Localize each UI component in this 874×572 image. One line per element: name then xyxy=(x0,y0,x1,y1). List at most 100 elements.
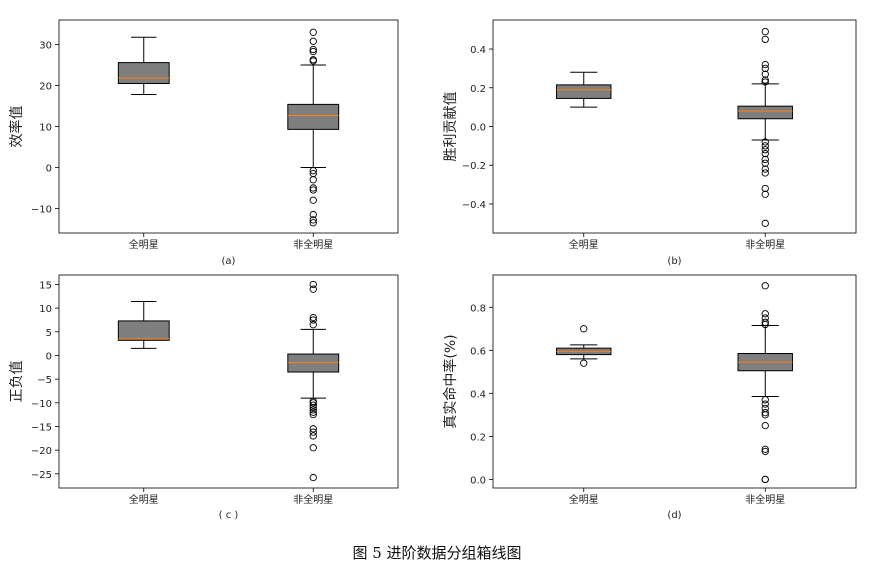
outlier-point xyxy=(309,210,317,219)
outlier-point xyxy=(309,408,317,416)
outlier-point xyxy=(761,149,769,158)
box-iqr xyxy=(737,105,793,120)
x-tick-label: 非全明星 xyxy=(745,493,785,506)
y-tick-label: 0.4 xyxy=(470,389,486,400)
y-tick-label: −0.2 xyxy=(462,161,486,172)
outlier-point xyxy=(309,473,317,482)
outlier-point xyxy=(309,425,317,433)
y-tick-label: 0 xyxy=(46,351,52,362)
outlier-point xyxy=(309,47,317,56)
outlier-point xyxy=(309,432,317,440)
outlier-point xyxy=(309,316,317,324)
chart-panel-1: −0.4 −0.2 0.0 0.2 0.4 胜利贡献值 (b) 全明星 非全明星 xyxy=(443,19,857,267)
y-tick-label: −10 xyxy=(31,399,52,410)
panel-subtitle: (a) xyxy=(222,256,236,267)
y-axis-label: 效率值 xyxy=(8,106,25,148)
y-tick-label: 5 xyxy=(46,328,52,339)
outlier-point xyxy=(309,176,317,184)
y-axis-label: 真实命中率(%) xyxy=(442,334,459,428)
outlier-point xyxy=(761,155,769,164)
y-tick-label: 30 xyxy=(39,41,52,52)
x-tick-label: 全明星 xyxy=(569,238,599,251)
outlier-point xyxy=(761,219,769,227)
y-tick-label: −5 xyxy=(37,375,52,386)
x-tick-label: 非全明星 xyxy=(745,238,785,251)
outlier-point xyxy=(309,444,317,452)
outlier-point xyxy=(761,78,769,86)
y-tick-label: 0.8 xyxy=(470,303,486,314)
outlier-point xyxy=(761,475,769,484)
outlier-point xyxy=(309,169,317,178)
outlier-point xyxy=(761,400,769,408)
panel-subtitle: (b) xyxy=(667,256,681,267)
plot-frame xyxy=(58,274,399,489)
outlier-point xyxy=(761,184,769,193)
y-tick-label: 15 xyxy=(39,280,52,291)
y-tick-label: 0.2 xyxy=(470,84,486,95)
outlier-point xyxy=(761,314,769,322)
outlier-point xyxy=(309,280,317,289)
outlier-point xyxy=(309,321,317,329)
plot-frame xyxy=(492,19,857,234)
outlier-point xyxy=(761,169,769,177)
y-tick-label: 10 xyxy=(39,304,52,315)
y-axis-label: 正负值 xyxy=(9,361,25,403)
outlier-point xyxy=(309,28,317,36)
outlier-point xyxy=(309,196,317,204)
outlier-point xyxy=(309,285,317,293)
outlier-point xyxy=(309,56,317,64)
outlier-point xyxy=(761,27,769,36)
y-tick-label: 0.2 xyxy=(470,432,486,443)
box-iqr xyxy=(556,84,612,99)
outlier-point xyxy=(761,404,769,413)
outlier-point xyxy=(580,359,588,367)
y-axis-label: 胜利贡献值 xyxy=(443,92,459,162)
outlier-point xyxy=(309,397,317,406)
outlier-point xyxy=(761,310,769,318)
y-tick-label: 10 xyxy=(39,123,52,134)
y-tick-label: −15 xyxy=(31,422,52,433)
outlier-point xyxy=(309,219,317,227)
box-iqr xyxy=(117,62,170,84)
outlier-point xyxy=(309,45,317,54)
chart-panel-3: 0.0 0.2 0.4 0.6 0.8 真实命中率(%) (d) 全明星 非全明星 xyxy=(442,274,857,521)
outlier-point xyxy=(309,37,317,45)
y-tick-label: 0.0 xyxy=(470,123,486,134)
outlier-point xyxy=(309,406,317,414)
outlier-point xyxy=(761,396,769,404)
x-tick-label: 全明星 xyxy=(129,493,159,506)
outlier-point xyxy=(761,318,769,326)
outlier-point xyxy=(761,35,769,44)
panel-subtitle: (d) xyxy=(667,510,681,521)
outlier-point xyxy=(761,190,769,198)
outlier-point xyxy=(761,64,769,73)
outlier-point xyxy=(761,146,769,154)
x-tick-label: 全明星 xyxy=(129,238,159,251)
outlier-point xyxy=(309,186,317,194)
outlier-point xyxy=(309,313,317,322)
outlier-point xyxy=(761,70,769,78)
figure-caption: 图 5 进阶数据分组箱线图 xyxy=(352,544,522,562)
outlier-point xyxy=(761,76,769,84)
outlier-point xyxy=(761,421,769,430)
outlier-point xyxy=(580,325,588,333)
x-tick-label: 非全明星 xyxy=(293,493,333,506)
outlier-point xyxy=(761,159,769,167)
outlier-point xyxy=(761,142,769,150)
outlier-point xyxy=(761,138,769,146)
outlier-point xyxy=(761,447,769,456)
outlier-point xyxy=(761,60,769,69)
outlier-point xyxy=(761,165,769,173)
outlier-point xyxy=(309,216,317,224)
y-tick-label: −20 xyxy=(31,446,52,457)
box-iqr xyxy=(287,103,340,130)
chart-panel-2: −25 −20 −15 −10 −5 0 5 10 15 正负值 ( c ) 全明星 非全明星 xyxy=(9,274,399,521)
y-tick-label: −25 xyxy=(31,470,52,481)
x-tick-label: 全明星 xyxy=(569,493,599,506)
outlier-point xyxy=(309,167,317,175)
outlier-point xyxy=(761,409,769,417)
y-tick-label: 0.0 xyxy=(470,475,486,486)
box-iqr xyxy=(117,320,170,341)
y-tick-label: −10 xyxy=(31,204,52,215)
